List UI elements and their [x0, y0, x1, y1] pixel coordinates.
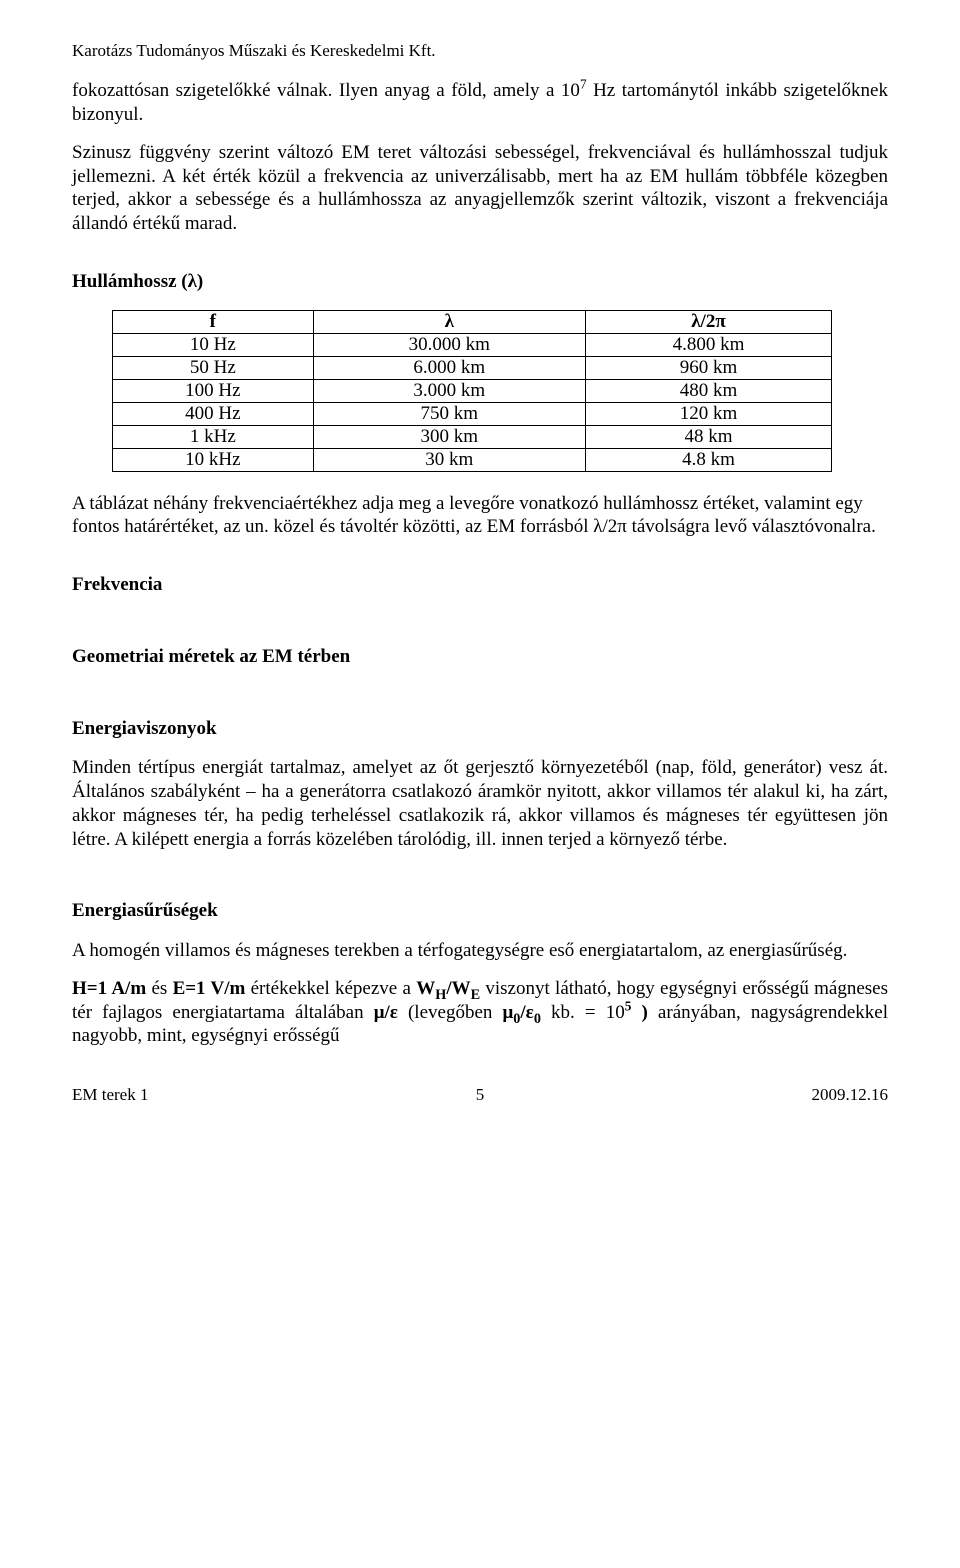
p6-o: 0 — [534, 1010, 541, 1026]
table-cell: 400 Hz — [113, 402, 314, 425]
table-cell: 4.800 km — [585, 333, 831, 356]
p6-c: E=1 V/m — [173, 978, 246, 999]
heading-hullamhossz: Hullámhossz (λ) — [72, 270, 888, 294]
table-cell: 50 Hz — [113, 356, 314, 379]
table-cell: 10 Hz — [113, 333, 314, 356]
table-cell: 3.000 km — [313, 379, 585, 402]
p6-b: és — [146, 978, 172, 999]
table-header-cell: f — [113, 310, 314, 333]
p1-sup: 7 — [580, 77, 587, 92]
table-cell: 300 km — [313, 425, 585, 448]
table-cell: 960 km — [585, 356, 831, 379]
paragraph-energiaviszonyok: Minden tértípus energiát tartalmaz, amel… — [72, 756, 888, 851]
wavelength-table: f λ λ/2π 10 Hz30.000 km4.800 km50 Hz6.00… — [112, 310, 832, 472]
p1-text-a: fokozattósan szigetelőkké válnak. Ilyen … — [72, 80, 580, 101]
table-cell: 750 km — [313, 402, 585, 425]
paragraph-intro-1: fokozattósan szigetelőkké válnak. Ilyen … — [72, 79, 888, 127]
heading-geometriai: Geometriai méretek az EM térben — [72, 645, 888, 669]
table-cell: 6.000 km — [313, 356, 585, 379]
table-header-cell: λ — [313, 310, 585, 333]
table-row: 10 Hz30.000 km4.800 km — [113, 333, 832, 356]
paragraph-energiasurusegek-2: H=1 A/m és E=1 V/m értékekkel képezve a … — [72, 977, 888, 1048]
p6-d: értékekkel képezve a — [245, 978, 416, 999]
table-row: 50 Hz6.000 km960 km — [113, 356, 832, 379]
heading-energiasurusegek: Energiasűrűségek — [72, 899, 888, 923]
table-cell: 1 kHz — [113, 425, 314, 448]
table-cell: 30 km — [313, 448, 585, 471]
p6-g: /W — [446, 978, 470, 999]
table-row: 400 Hz750 km120 km — [113, 402, 832, 425]
table-cell: 4.8 km — [585, 448, 831, 471]
table-cell: 480 km — [585, 379, 831, 402]
table-header-cell: λ/2π — [585, 310, 831, 333]
table-row: 1 kHz300 km48 km — [113, 425, 832, 448]
p6-l: μ — [503, 1002, 514, 1023]
p6-a: H=1 A/m — [72, 978, 146, 999]
page-footer: EM terek 1 5 2009.12.16 — [72, 1084, 888, 1105]
table-cell: 10 kHz — [113, 448, 314, 471]
p6-n: /ε — [520, 1002, 533, 1023]
table-cell: 30.000 km — [313, 333, 585, 356]
paragraph-intro-2: Szinusz függvény szerint változó EM tere… — [72, 141, 888, 236]
table-header-row: f λ λ/2π — [113, 310, 832, 333]
p6-p: kb. = 10 — [541, 1002, 625, 1023]
heading-energiaviszonyok: Energiaviszonyok — [72, 717, 888, 741]
p6-r: ) — [631, 1002, 647, 1023]
p6-j: μ/ε — [374, 1002, 398, 1023]
p6-h: E — [471, 987, 481, 1003]
table-cell: 48 km — [585, 425, 831, 448]
footer-right: 2009.12.16 — [811, 1084, 888, 1105]
table-cell: 100 Hz — [113, 379, 314, 402]
table-cell: 120 km — [585, 402, 831, 425]
heading-frekvencia: Frekvencia — [72, 573, 888, 597]
footer-left: EM terek 1 — [72, 1084, 148, 1105]
footer-center: 5 — [476, 1084, 485, 1105]
paragraph-table-note: A táblázat néhány frekvenciaértékhez adj… — [72, 492, 888, 540]
p6-f: H — [435, 987, 446, 1003]
p6-k: (levegőben — [398, 1002, 503, 1023]
company-header: Karotázs Tudományos Műszaki és Kereskede… — [72, 40, 888, 61]
table-row: 10 kHz30 km4.8 km — [113, 448, 832, 471]
p6-e: W — [416, 978, 435, 999]
paragraph-energiasurusegek-1: A homogén villamos és mágneses terekben … — [72, 939, 888, 963]
table-row: 100 Hz3.000 km480 km — [113, 379, 832, 402]
